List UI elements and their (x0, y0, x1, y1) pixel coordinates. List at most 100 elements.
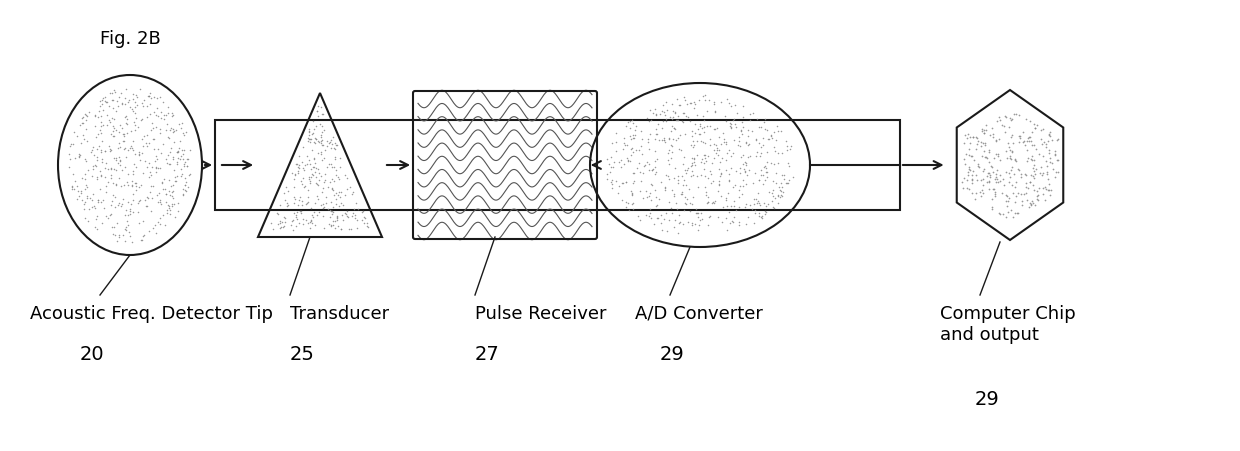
Point (1019, 203, 1039, 211)
Point (981, 174, 1001, 181)
Point (306, 122, 326, 129)
Point (79, 206, 99, 213)
Point (719, 176, 739, 184)
Point (972, 175, 992, 182)
Point (284, 184, 304, 191)
Point (992, 122, 1012, 129)
Point (682, 162, 702, 169)
Point (960, 139, 980, 147)
Point (134, 232, 154, 239)
Point (715, 112, 735, 120)
Point (686, 206, 706, 213)
Point (1022, 152, 1042, 160)
Point (975, 148, 994, 155)
Point (154, 175, 174, 182)
Point (632, 150, 652, 157)
Point (996, 129, 1016, 136)
Point (707, 147, 727, 154)
Point (613, 179, 632, 187)
Point (298, 198, 317, 205)
Point (172, 119, 192, 126)
Point (331, 226, 351, 233)
Point (91, 129, 110, 137)
Point (737, 180, 756, 187)
Point (954, 139, 973, 147)
Point (177, 155, 197, 162)
Point (704, 141, 724, 148)
Point (270, 217, 290, 225)
Point (341, 226, 361, 233)
Point (677, 200, 697, 207)
Point (77, 137, 97, 144)
Point (69, 192, 89, 199)
Point (724, 183, 744, 190)
Point (330, 193, 350, 201)
Point (1018, 155, 1038, 162)
Point (971, 143, 991, 150)
Point (146, 123, 166, 130)
Point (122, 106, 141, 113)
Point (651, 110, 671, 117)
Point (114, 181, 134, 188)
Point (128, 199, 148, 207)
Point (663, 193, 683, 200)
Point (997, 202, 1017, 210)
Point (978, 158, 998, 166)
Point (103, 191, 123, 198)
Point (319, 184, 339, 191)
Point (135, 197, 155, 204)
Point (719, 120, 739, 127)
Point (115, 85, 135, 92)
Point (1028, 195, 1048, 202)
Point (651, 220, 671, 227)
Point (83, 162, 103, 170)
Point (110, 202, 130, 210)
Point (305, 155, 325, 162)
Point (174, 132, 193, 139)
Point (1021, 200, 1040, 207)
Point (999, 144, 1019, 151)
Point (92, 97, 112, 104)
Point (123, 108, 143, 115)
Point (120, 144, 140, 152)
Point (299, 128, 319, 135)
Point (1039, 180, 1059, 188)
Point (668, 134, 688, 142)
Point (665, 124, 684, 132)
Point (300, 135, 320, 142)
Point (1047, 137, 1066, 144)
Point (274, 190, 294, 197)
Point (76, 175, 95, 183)
Point (290, 207, 310, 214)
Text: Fig. 2B: Fig. 2B (100, 30, 161, 48)
Point (1001, 133, 1021, 141)
Point (682, 159, 702, 166)
Point (330, 154, 350, 161)
Point (112, 124, 131, 132)
Point (1025, 124, 1045, 132)
Point (77, 116, 97, 124)
Point (992, 189, 1012, 197)
Point (274, 222, 294, 229)
Point (662, 115, 682, 123)
Point (667, 205, 687, 212)
Point (1023, 165, 1043, 172)
Point (646, 164, 666, 171)
Point (1033, 185, 1053, 192)
Point (134, 217, 154, 224)
Point (631, 178, 651, 185)
Point (754, 134, 774, 141)
Point (129, 198, 149, 205)
Point (725, 101, 745, 109)
Point (322, 203, 342, 211)
Point (738, 142, 758, 149)
Point (161, 124, 181, 132)
Point (688, 210, 708, 217)
Point (755, 162, 775, 170)
Point (1039, 192, 1059, 199)
Point (325, 139, 345, 147)
Point (970, 164, 990, 171)
Point (319, 139, 339, 146)
Point (603, 140, 622, 147)
Text: Transducer: Transducer (290, 305, 389, 323)
